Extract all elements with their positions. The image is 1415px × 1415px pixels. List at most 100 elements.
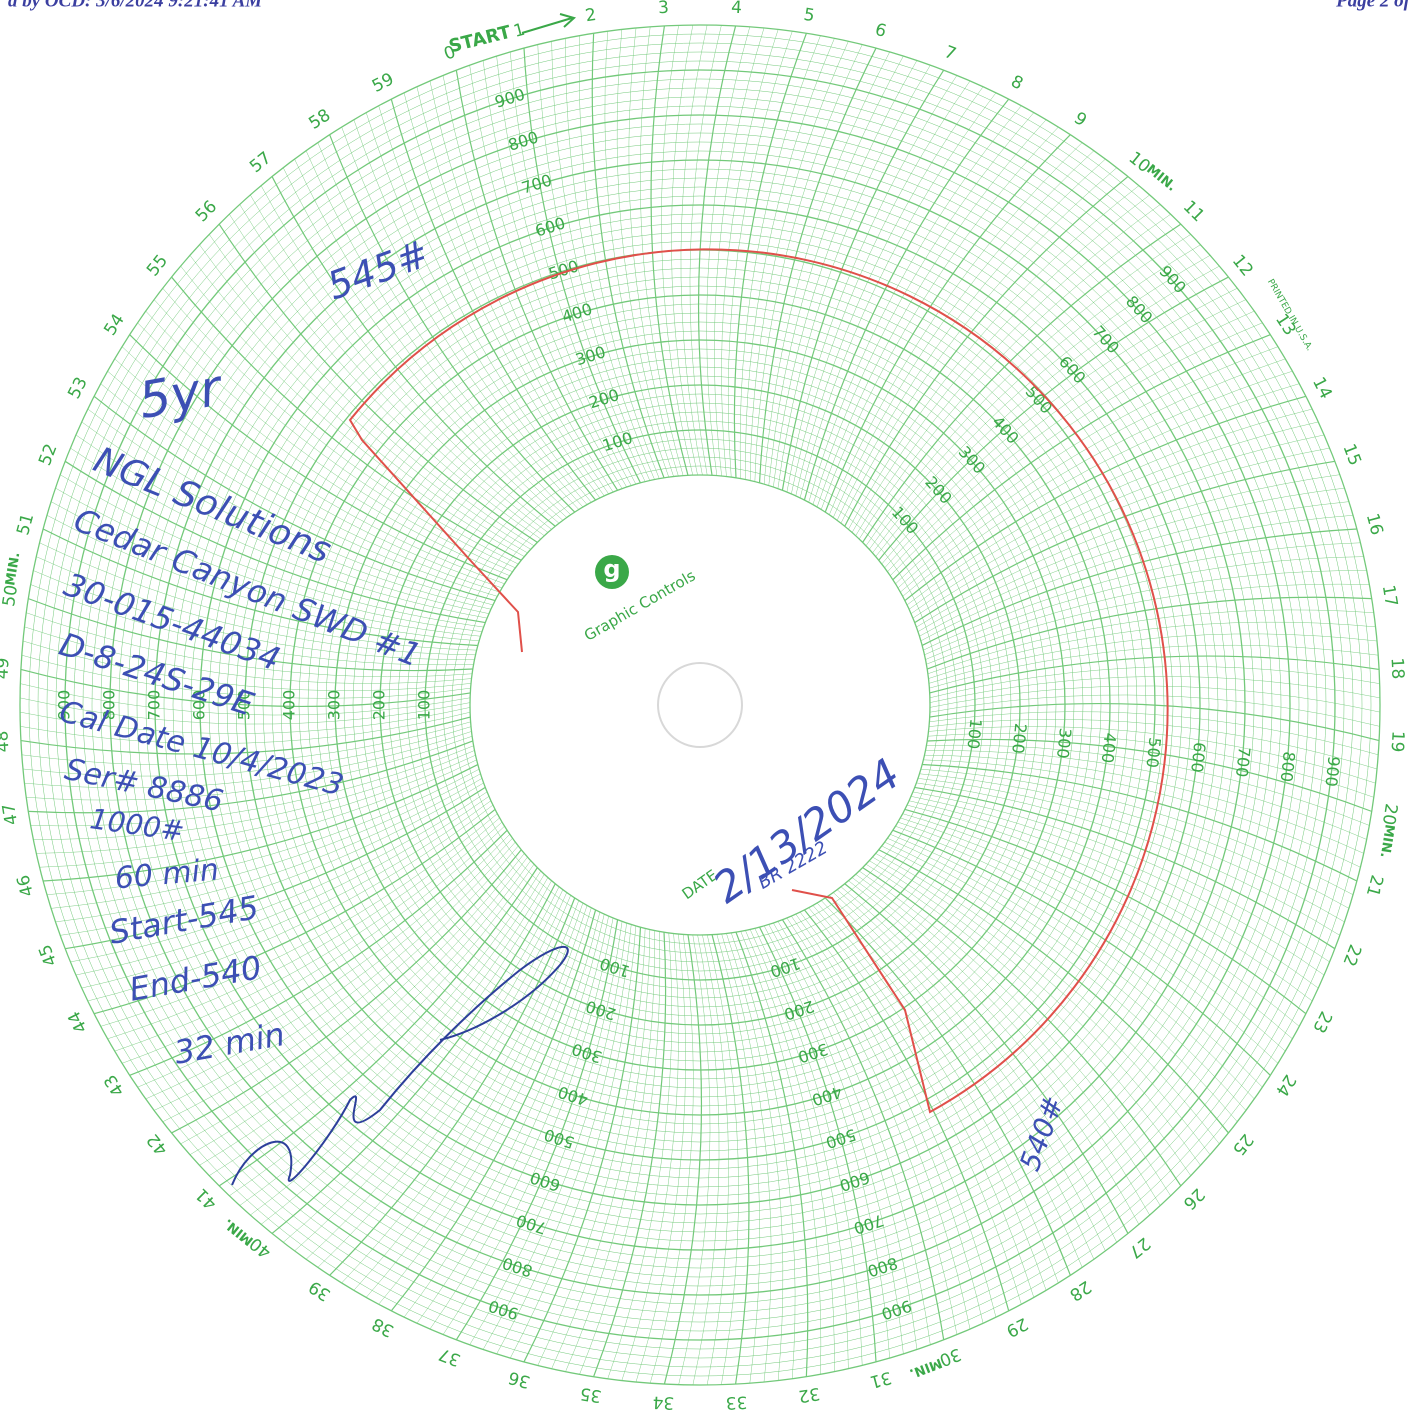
time-line xyxy=(162,288,519,565)
time-line xyxy=(250,194,549,533)
time-line xyxy=(840,886,1117,1243)
grid-circle xyxy=(190,195,1210,1215)
time-line xyxy=(107,371,500,593)
time-line xyxy=(892,334,1271,581)
time-line xyxy=(895,346,1279,584)
time-line xyxy=(229,214,541,540)
header-right: Page 2 of xyxy=(1335,0,1412,11)
time-line xyxy=(824,897,1071,1276)
time-line xyxy=(844,176,1129,527)
time-line xyxy=(887,310,1255,572)
time-line xyxy=(924,754,1364,854)
time-line xyxy=(929,676,1381,703)
time-line xyxy=(739,35,821,479)
time-line xyxy=(799,911,997,1318)
minute-label: 50 xyxy=(0,584,22,609)
time-line xyxy=(929,655,1380,694)
time-line xyxy=(754,44,863,482)
time-line xyxy=(928,633,1378,684)
time-line xyxy=(929,666,1380,698)
time-line xyxy=(859,214,1171,540)
pressure-label: 800 xyxy=(1277,751,1299,783)
time-line xyxy=(162,845,519,1122)
time-line xyxy=(829,142,1083,515)
time-line xyxy=(791,80,971,494)
time-line xyxy=(510,925,637,1359)
time-line xyxy=(836,889,1106,1252)
time-line xyxy=(33,750,475,840)
time-line xyxy=(910,434,1325,614)
grid-circle xyxy=(289,294,1111,1116)
time-line xyxy=(21,654,471,699)
minute-label: 34 xyxy=(652,1391,675,1412)
time-line xyxy=(840,167,1117,524)
time-line xyxy=(378,105,592,503)
time-line xyxy=(786,917,958,1335)
minute-label: 4 xyxy=(731,0,743,18)
minute-label: 20 xyxy=(1378,802,1401,827)
time-line xyxy=(20,716,471,755)
minute-label: 2 xyxy=(584,5,598,26)
grid-circle xyxy=(307,312,1093,1098)
time-line xyxy=(28,740,474,814)
time-line xyxy=(199,244,531,550)
time-line xyxy=(763,925,890,1359)
time-line xyxy=(862,223,1182,543)
time-line xyxy=(30,745,474,827)
pressure-label: 500 xyxy=(235,690,254,721)
time-line xyxy=(129,334,508,581)
logo-circle xyxy=(595,555,629,589)
time-line xyxy=(890,834,1263,1088)
time-line xyxy=(855,204,1161,536)
pressure-label: 200 xyxy=(1008,722,1030,754)
grid-circle xyxy=(451,456,949,954)
time-line xyxy=(735,931,809,1377)
time-line xyxy=(749,41,849,481)
chart-grid xyxy=(19,24,1381,1386)
time-line xyxy=(745,930,835,1372)
time-line xyxy=(51,501,481,637)
time-line xyxy=(848,185,1140,530)
time-line xyxy=(920,768,1354,895)
time-line xyxy=(403,912,601,1318)
time-line xyxy=(716,934,761,1384)
time-line xyxy=(731,932,796,1379)
grid-circle xyxy=(145,150,1255,1260)
time-line xyxy=(881,845,1238,1122)
grid-circle xyxy=(271,276,1129,1134)
time-line xyxy=(878,849,1229,1134)
time-line xyxy=(171,276,522,561)
time-line xyxy=(914,786,1336,950)
pressure-label: 300 xyxy=(1053,727,1075,759)
time-line xyxy=(816,902,1047,1291)
time-line xyxy=(702,934,729,1386)
time-line xyxy=(773,60,918,488)
pressure-label: 900 xyxy=(1321,755,1343,787)
time-line xyxy=(271,883,556,1234)
time-line xyxy=(740,931,822,1375)
time-line xyxy=(859,870,1171,1196)
time-line xyxy=(100,383,498,597)
time-line xyxy=(926,583,1370,665)
minute-label: 35 xyxy=(579,1383,604,1406)
time-line xyxy=(895,825,1279,1064)
time-line xyxy=(692,934,720,1386)
grid-circle xyxy=(28,33,1372,1377)
time-line xyxy=(773,922,918,1350)
time-line xyxy=(795,913,984,1324)
time-line xyxy=(416,914,605,1324)
time-line xyxy=(924,556,1364,656)
time-line xyxy=(523,927,642,1363)
time-line xyxy=(42,528,478,647)
time-line xyxy=(153,299,516,569)
time-line xyxy=(919,501,1349,637)
time-line xyxy=(145,838,513,1100)
time-line xyxy=(19,697,471,725)
time-line xyxy=(925,570,1367,660)
time-line xyxy=(65,786,486,950)
time-line xyxy=(482,922,627,1350)
time-line xyxy=(928,719,1378,770)
time-line xyxy=(171,849,522,1134)
time-line xyxy=(862,867,1182,1187)
